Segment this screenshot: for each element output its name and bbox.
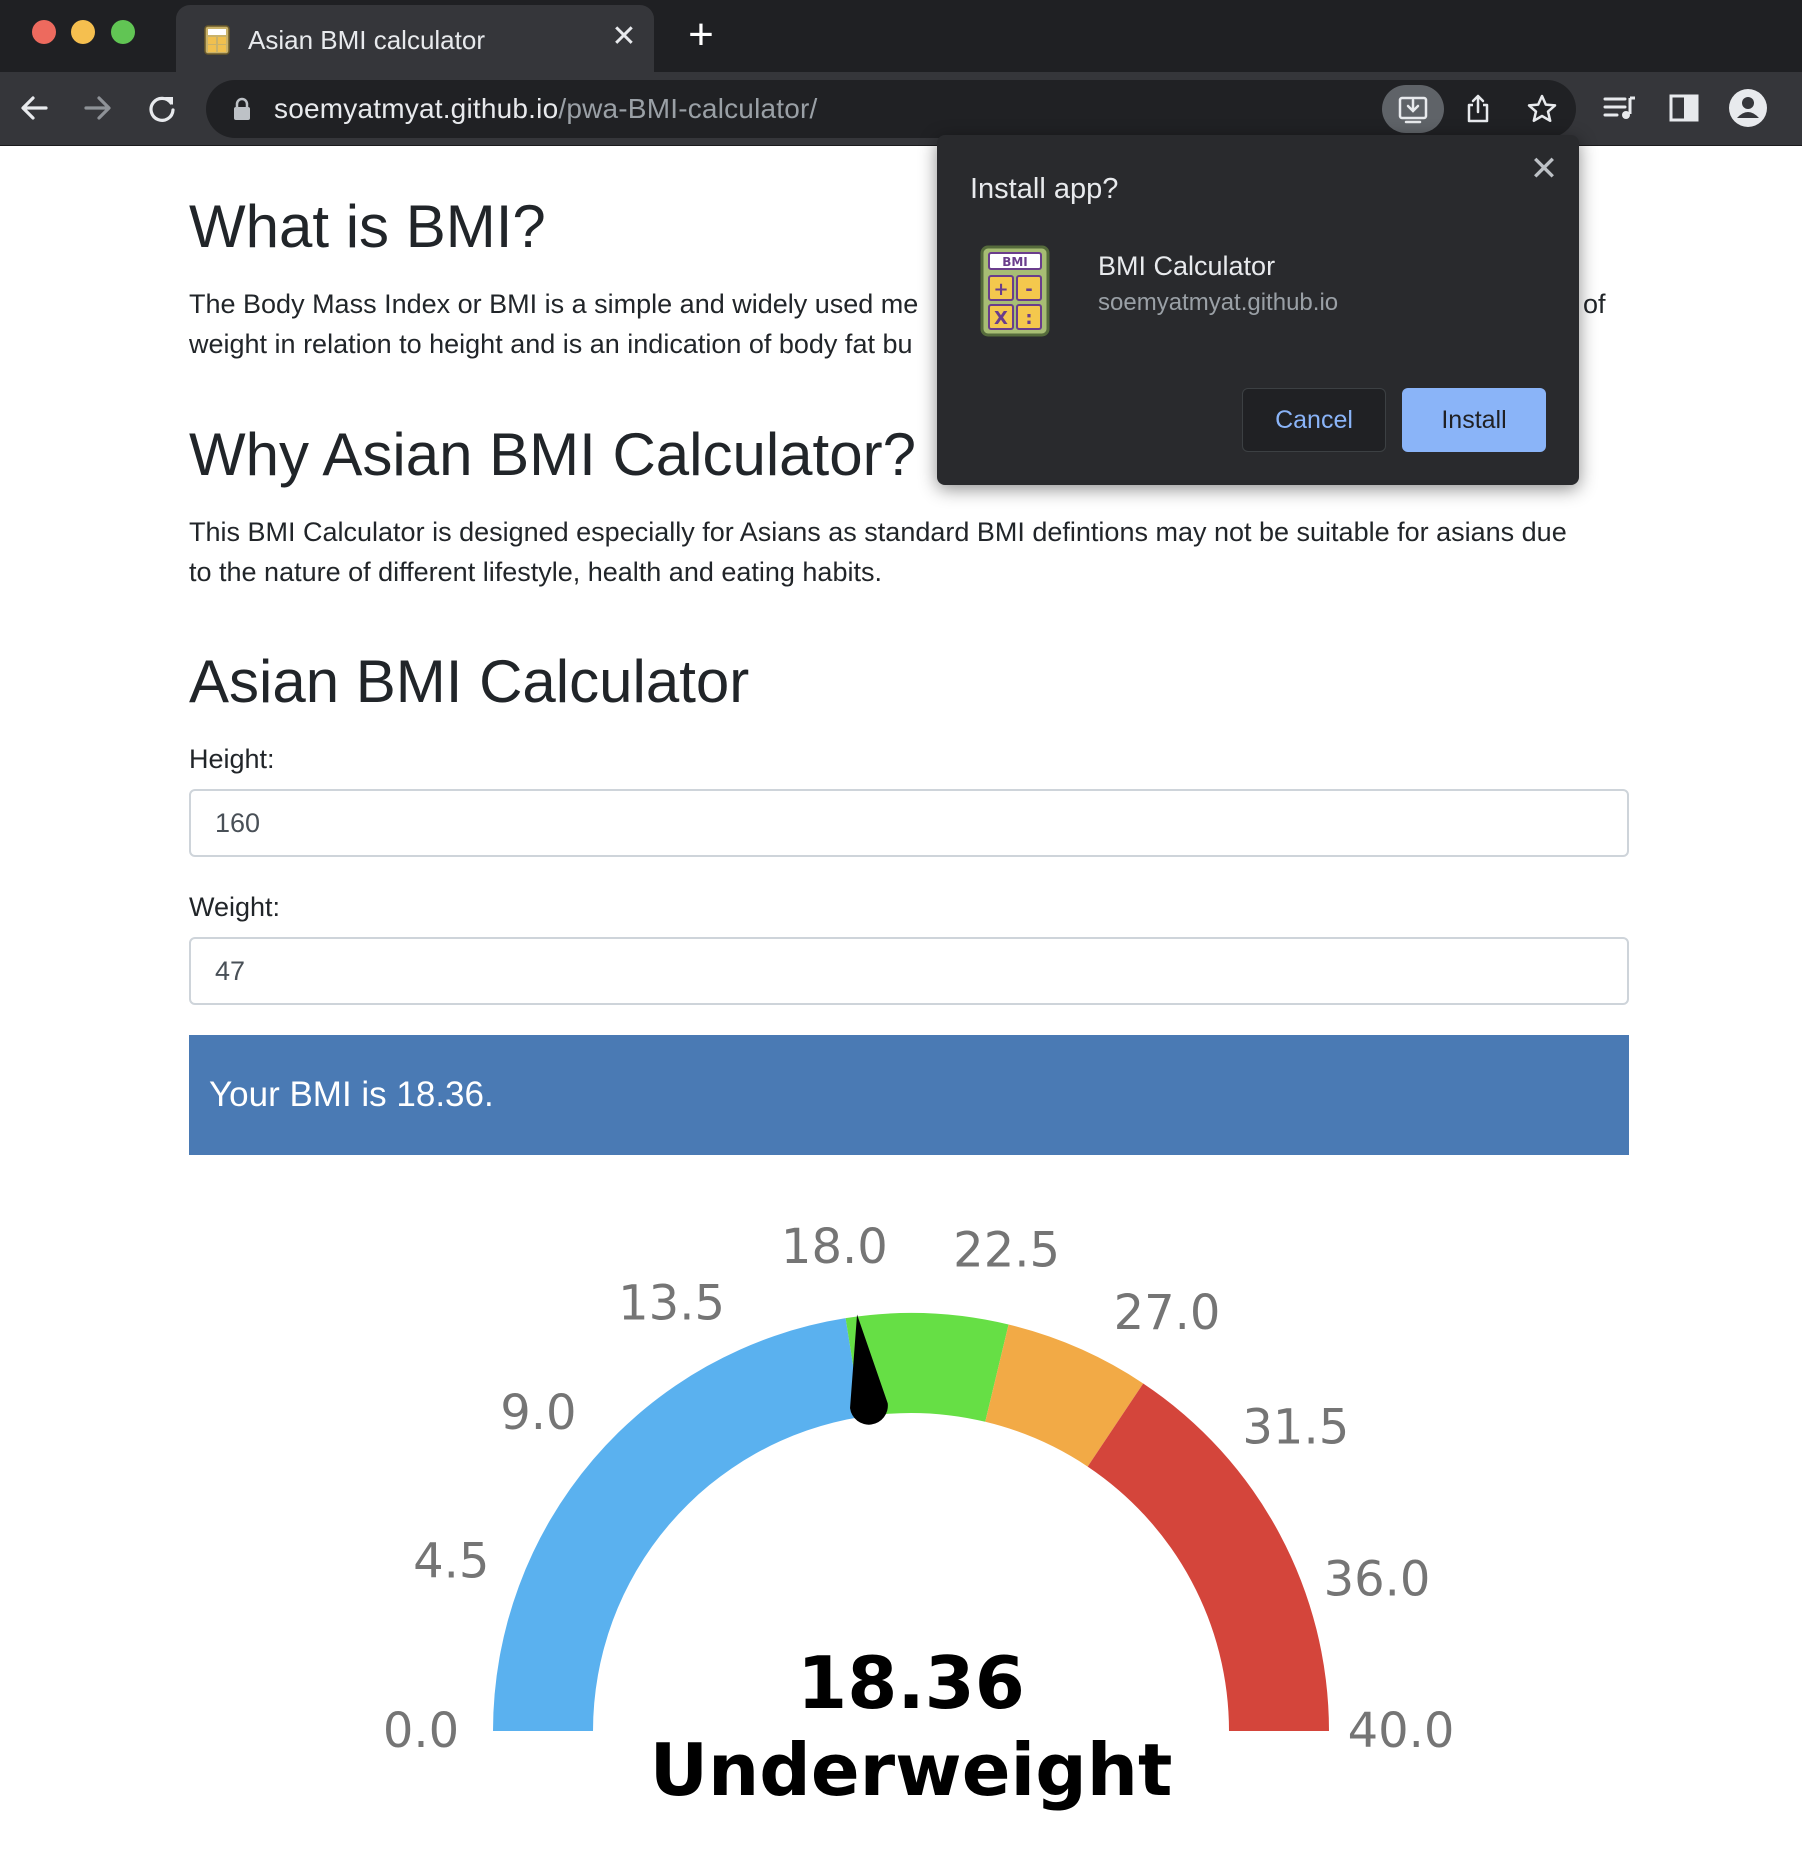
gauge-band-underweight [493,1318,862,1731]
gauge-value-text: 18.36 [797,1641,1025,1725]
gauge-tick-label: 36.0 [1324,1552,1431,1608]
height-input[interactable]: 160 [189,789,1629,857]
paragraph-what-is-bmi-tail: of [1583,289,1606,319]
share-icon [1467,94,1489,123]
reading-list-icon [1603,96,1635,119]
install-app-icon [1398,96,1428,124]
paragraph-why-asian-line2: to the nature of different lifestyle, he… [189,557,882,587]
url-path: /pwa-BMI-calculator/ [558,93,818,124]
reload-icon [149,96,175,122]
gauge-category-text: Underweight [650,1728,1173,1812]
lock-icon[interactable] [232,97,252,121]
arrow-forward-icon [84,96,111,120]
window-maximize-button[interactable] [111,20,135,44]
url-text[interactable]: soemyatmyat.github.io/pwa-BMI-calculator… [274,93,818,125]
browser-tab-active[interactable]: Asian BMI calculator ✕ [176,5,654,72]
app-icon-key-minus: - [1025,279,1032,300]
window-close-button[interactable] [32,20,56,44]
cancel-button[interactable]: Cancel [1242,388,1386,452]
back-button[interactable] [14,86,54,130]
star-icon [1527,94,1557,123]
gauge-tick-label: 27.0 [1114,1285,1221,1341]
app-icon-key-divide: : [1025,308,1032,329]
gauge-tick-label: 13.5 [618,1275,725,1331]
height-label: Height: [189,744,275,774]
weight-input[interactable]: 47 [189,937,1629,1005]
side-panel-button[interactable] [1664,86,1704,130]
gauge-band-overweight [985,1324,1144,1467]
paragraph-what-is-bmi-line1: The Body Mass Index or BMI is a simple a… [189,289,919,319]
heading-why-asian: Why Asian BMI Calculator? [189,421,916,488]
window-minimize-button[interactable] [71,20,95,44]
profile-button[interactable] [1728,86,1768,130]
paragraph-why-asian-line1: This BMI Calculator is designed especial… [189,517,1567,547]
gauge-needle [850,1314,888,1425]
reload-button[interactable] [142,86,182,130]
reading-list-button[interactable] [1600,86,1640,130]
dialog-app-name: BMI Calculator [1098,251,1276,281]
app-icon-label: BMI [1002,255,1028,269]
bookmark-button[interactable] [1522,89,1562,129]
paragraph-what-is-bmi-line2: weight in relation to height and is an i… [189,329,913,359]
install-app-button[interactable] [1382,85,1444,133]
bmi-gauge: 0.0 4.5 9.0 13.5 18.0 22.5 27.0 31.5 36.0 40.0 18… [383,1219,1455,1812]
gauge-band-obese [1087,1383,1329,1731]
side-panel-icon [1669,94,1699,122]
url-host: soemyatmyat.github.io [274,93,559,124]
arrow-back-icon [21,96,48,120]
app-icon-key-plus: + [993,279,1008,300]
gauge-band-normal [845,1312,1009,1422]
gauge-tick-label: 18.0 [781,1219,888,1275]
bmi-result-banner: Your BMI is 18.36. [189,1035,1629,1155]
gauge-tick-label: 40.0 [1348,1703,1455,1759]
gauge-tick-label: 4.5 [413,1533,489,1589]
calculator-favicon-icon [204,25,230,55]
app-icon-key-multiply: X [994,308,1008,329]
heading-calculator: Asian BMI Calculator [189,648,750,715]
weight-label: Weight: [189,892,281,922]
browser-tab-bar: Asian BMI calculator ✕ + [0,0,1802,72]
dialog-close-icon[interactable]: ✕ [1529,150,1559,188]
install-button[interactable]: Install [1402,388,1546,452]
dialog-title: Install app? [970,173,1119,205]
gauge-tick-label: 31.5 [1242,1400,1349,1456]
profile-icon [1729,89,1767,127]
address-bar[interactable]: soemyatmyat.github.io/pwa-BMI-calculator… [206,80,1576,138]
tab-title: Asian BMI calculator [248,25,485,55]
gauge-tick-label: 0.0 [383,1703,459,1759]
heading-what-is-bmi: What is BMI? [189,193,546,260]
gauge-tick-label: 22.5 [953,1222,1060,1278]
dialog-app-site: soemyatmyat.github.io [1098,289,1339,316]
forward-button[interactable] [78,86,118,130]
browser-toolbar: soemyatmyat.github.io/pwa-BMI-calculator… [0,72,1802,146]
share-button[interactable] [1458,89,1498,129]
tab-close-icon[interactable]: ✕ [611,20,637,53]
new-tab-button[interactable]: + [688,10,714,59]
bmi-calculator-app-icon: BMI + - X : [980,245,1050,337]
install-app-dialog: Install app? ✕ BMI + - X : BMI Calculato… [937,135,1579,485]
gauge-tick-label: 9.0 [500,1385,576,1441]
